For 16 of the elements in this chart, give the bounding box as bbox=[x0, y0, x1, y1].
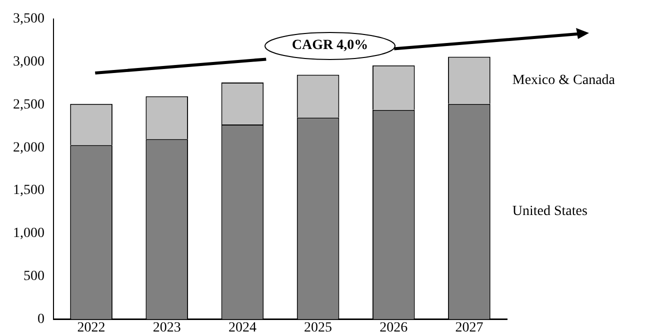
y-tick-label: 3,500 bbox=[13, 12, 44, 27]
y-tick-label: 2,500 bbox=[13, 97, 44, 112]
x-tick-label: 2023 bbox=[152, 320, 181, 336]
x-tick-label: 2024 bbox=[228, 320, 256, 336]
x-tick-label: 2022 bbox=[77, 320, 106, 336]
y-tick-label: 1,000 bbox=[13, 226, 44, 242]
series-label: Mexico & Canada bbox=[512, 73, 616, 88]
y-tick-label: 2,000 bbox=[13, 140, 44, 156]
x-tick-label: 2027 bbox=[455, 320, 484, 336]
y-tick-label: 0 bbox=[38, 312, 44, 327]
y-tick-label: 3,000 bbox=[13, 54, 44, 70]
series-label: United States bbox=[512, 204, 588, 220]
y-tick-label: 1,500 bbox=[13, 183, 44, 198]
x-tick-label: 2025 bbox=[304, 320, 332, 336]
y-tick-label: 500 bbox=[24, 268, 44, 284]
x-tick-label: 2026 bbox=[380, 320, 408, 336]
